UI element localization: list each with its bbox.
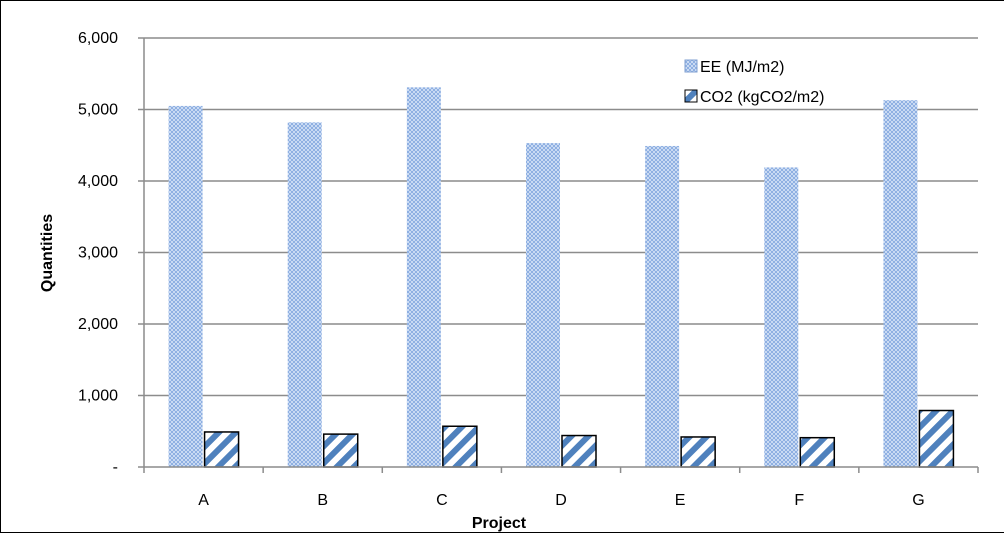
bar-ee-G xyxy=(883,100,918,467)
gridlines xyxy=(144,37,978,397)
axes xyxy=(138,37,979,473)
bar-ee-F xyxy=(764,167,799,468)
x-tick-label: B xyxy=(317,492,328,509)
bar-ee-E xyxy=(645,145,680,467)
y-tick-label: 2,000 xyxy=(78,316,118,333)
y-axis-title: Quantities xyxy=(39,214,56,292)
x-tick-label: G xyxy=(912,492,924,509)
bars xyxy=(168,87,955,468)
legend: EE (MJ/m2) CO2 (kgCO2/m2) xyxy=(684,59,824,106)
y-tick-label: 5,000 xyxy=(78,102,118,119)
y-tick-label: 1,000 xyxy=(78,388,118,405)
bar-co2-A xyxy=(203,431,240,468)
bar-co2-F xyxy=(799,436,836,468)
x-tick-label: E xyxy=(675,492,686,509)
legend-label-ee: EE (MJ/m2) xyxy=(700,59,784,76)
x-tick-labels: A B C D E F G xyxy=(198,492,924,509)
bar-co2-E xyxy=(680,436,716,468)
bar-co2-G xyxy=(918,409,955,468)
x-axis-title: Project xyxy=(472,515,527,532)
y-tick-label: 4,000 xyxy=(78,173,118,190)
legend-label-co2: CO2 (kgCO2/m2) xyxy=(700,89,824,106)
x-tick-label: F xyxy=(794,492,804,509)
y-tick-label: 3,000 xyxy=(78,245,118,262)
x-tick-label: A xyxy=(198,492,209,509)
bar-ee-D xyxy=(526,143,560,468)
bar-ee-A xyxy=(168,105,203,468)
y-tick-label: - xyxy=(113,459,118,476)
legend-swatch-co2 xyxy=(684,89,698,103)
bar-co2-C xyxy=(442,425,478,468)
y-tick-labels: - 1,000 2,000 3,000 4,000 5,000 6,000 xyxy=(78,30,118,476)
legend-swatch-ee xyxy=(684,59,698,73)
x-tick-label: D xyxy=(555,492,567,509)
x-tick-label: C xyxy=(436,492,448,509)
bar-co2-D xyxy=(561,434,597,468)
bar-co2-B xyxy=(322,433,359,468)
y-tick-label: 6,000 xyxy=(78,30,118,47)
bar-ee-C xyxy=(406,87,441,468)
bar-ee-B xyxy=(287,122,322,468)
